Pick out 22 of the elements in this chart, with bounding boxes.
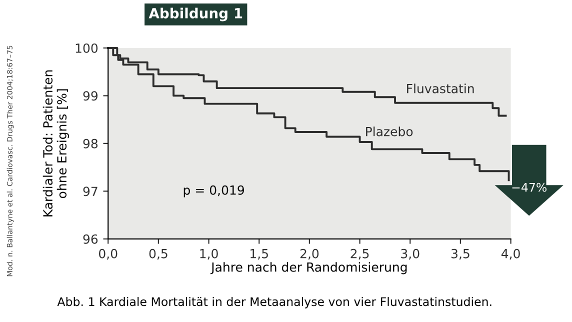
- annotation: p = 0,019: [184, 185, 244, 198]
- x-tick-label: 1,0: [200, 248, 218, 260]
- series-label: Plazebo: [366, 126, 413, 136]
- x-tick-label: 1,5: [250, 249, 268, 260]
- x-tick-label: 4,0: [501, 248, 520, 260]
- text: −47%: [512, 182, 547, 192]
- y-tick-label: 97: [83, 186, 98, 196]
- series-label: Fluvastatin: [407, 84, 474, 94]
- x-tick-label: 2,5: [350, 248, 369, 260]
- x-axis-title: Jahre nach der Randomisierung: [210, 262, 407, 274]
- x-tick-label: 3,0: [401, 248, 420, 260]
- x-tick-label: 3,5: [451, 248, 470, 260]
- y-tick-label: 100: [76, 43, 98, 53]
- y-tick-label: 98: [83, 138, 98, 148]
- x-tick-label: 0,5: [149, 248, 168, 260]
- y-tick-label: 96: [83, 234, 98, 244]
- x-tick-label: 2,0: [300, 248, 319, 260]
- x-tick-label: 0,0: [98, 248, 118, 260]
- caption: Abb. 1 Kardiale Mortalität in der Metaanalyse von vier Fluvastatinstudien.: [57, 296, 492, 308]
- y-axis-title: Kardialer Tod: Patienten ohne Ereignis [%]: [42, 70, 69, 216]
- chart-title: Abbildung 1: [148, 8, 242, 22]
- y-tick-label: 99: [83, 91, 98, 101]
